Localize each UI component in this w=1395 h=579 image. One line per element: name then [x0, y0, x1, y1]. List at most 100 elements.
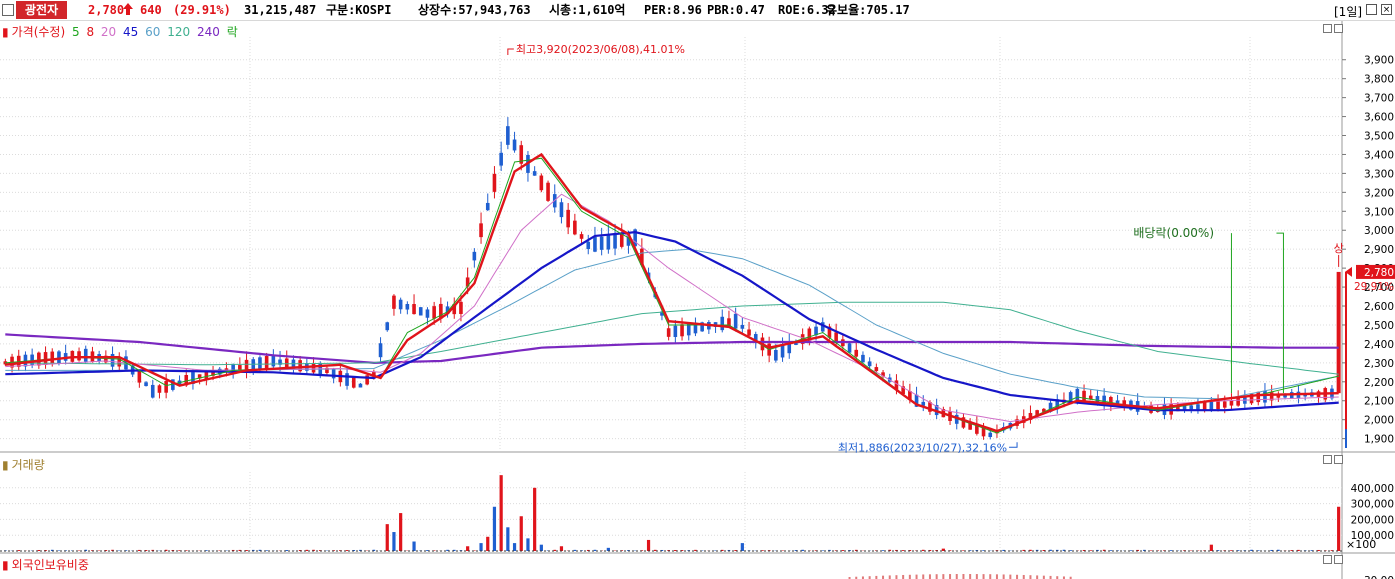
candle-body: [686, 322, 691, 336]
candle-body: [30, 354, 34, 366]
pane-maximize-button[interactable]: [1323, 24, 1332, 33]
volume-bar: [412, 541, 416, 551]
volume-bar: [245, 550, 248, 551]
candle-body: [861, 354, 865, 363]
candle-body: [144, 382, 148, 387]
volume-bar: [1256, 550, 1260, 551]
y-tick-label: 2,400: [1364, 339, 1394, 351]
candle-body: [666, 328, 671, 337]
volume-bar: [854, 549, 858, 551]
foreign-bar: [1062, 576, 1065, 579]
candle-body: [1229, 400, 1234, 406]
candle-body: [405, 303, 410, 310]
volume-bar: [553, 549, 557, 551]
volume-bar: [519, 516, 523, 551]
candle-body: [1055, 399, 1060, 410]
candle-body: [827, 326, 832, 338]
retention-ratio: 유보율:705.17: [826, 3, 910, 17]
candle-body: [418, 307, 423, 316]
candle-body: [1216, 401, 1220, 410]
volume-bar: [1109, 550, 1113, 551]
y-tick-label: 3,600: [1364, 112, 1394, 124]
candle-body: [981, 427, 986, 437]
candle-body: [506, 126, 510, 145]
candle-body: [365, 375, 369, 385]
y-tick-label: 3,800: [1364, 74, 1394, 86]
candle-body: [351, 377, 356, 388]
y-tick-label: 2,700: [1364, 282, 1394, 294]
volume-bar: [781, 550, 784, 551]
volume-bar: [921, 549, 925, 551]
foreign-bar: [888, 575, 891, 579]
volume-bar: [1002, 549, 1005, 551]
ma-line-5: [5, 157, 1339, 434]
volume-bar: [151, 549, 155, 551]
candle-body: [479, 223, 483, 238]
candle-body: [546, 182, 550, 201]
volume-bar: [660, 549, 664, 551]
candle-body: [599, 236, 604, 250]
volume-bar: [372, 549, 376, 551]
foreign-maximize-button[interactable]: [1323, 555, 1332, 564]
volume-bar: [1277, 549, 1280, 551]
y-tick-label: 3,400: [1364, 149, 1394, 161]
close-icon[interactable]: ×: [1381, 4, 1392, 15]
volume-bar: [714, 550, 717, 551]
volume-bar: [1290, 550, 1294, 551]
volume-close-button[interactable]: [1334, 455, 1343, 464]
candle-body: [191, 372, 195, 384]
volume-tick-label: 200,000: [1351, 514, 1394, 526]
stock-name[interactable]: 광전자: [16, 1, 68, 19]
candle-body: [1269, 392, 1274, 401]
low-marker-icon: [1009, 442, 1018, 448]
candle-body: [197, 374, 202, 379]
candle-body: [727, 318, 731, 327]
upper-limit-label: 상: [1334, 242, 1344, 255]
select-checkbox[interactable]: [2, 4, 14, 16]
legend-ma-60: 60: [145, 25, 161, 39]
volume-bar: [312, 549, 315, 551]
candle-body: [1042, 408, 1046, 412]
candle-body: [1075, 388, 1080, 402]
candle-body: [700, 322, 704, 332]
candle-body: [593, 236, 597, 252]
volume-bar: [901, 550, 905, 551]
candle-body: [345, 373, 349, 386]
foreign-bar: [908, 574, 911, 579]
candle-body: [398, 299, 403, 310]
period-selector[interactable]: [1일]: [1334, 5, 1363, 19]
candle-body: [747, 329, 751, 336]
foreign-bar: [989, 574, 992, 579]
restore-icon[interactable]: [1366, 4, 1377, 15]
candle-body: [586, 241, 591, 250]
legend-ma-8: 8: [86, 25, 95, 39]
candle-body: [680, 324, 684, 337]
volume-bar: [486, 536, 490, 551]
foreign-bar: [1069, 576, 1072, 579]
candle-body: [519, 145, 524, 164]
foreign-bar: [935, 574, 938, 579]
volume-bar: [285, 550, 289, 551]
ma-line-240: [5, 333, 1339, 365]
foreign-bar: [975, 574, 978, 579]
volume-maximize-button[interactable]: [1323, 455, 1332, 464]
candle-body: [613, 233, 617, 249]
foreign-close-button[interactable]: [1334, 555, 1343, 564]
candle-body: [452, 303, 457, 315]
candle-body: [150, 384, 155, 398]
foreign-bar: [895, 575, 898, 579]
candle-body: [492, 173, 497, 192]
volume-bar: [37, 549, 41, 551]
foreign-bar: [1036, 575, 1039, 579]
volume-bar: [794, 550, 798, 551]
volume-bar: [499, 475, 503, 551]
pane-close-button[interactable]: [1334, 24, 1343, 33]
volume-bar: [1209, 544, 1213, 551]
foreign-bar: [915, 574, 918, 579]
current-price-pointer-icon: [1345, 266, 1352, 277]
volume-bar: [801, 549, 804, 551]
volume-bar: [258, 549, 262, 551]
candle-body: [204, 370, 209, 380]
candle-body: [559, 202, 564, 218]
